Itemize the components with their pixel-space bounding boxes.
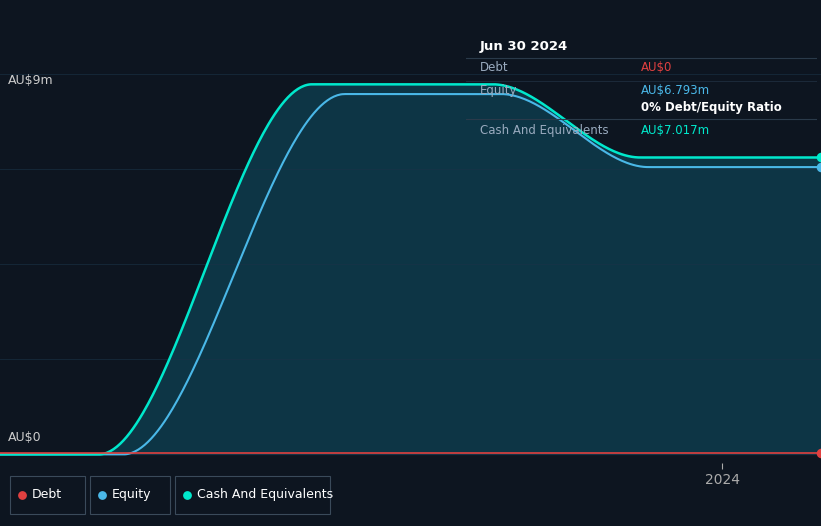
Text: AU$0: AU$0 (641, 61, 672, 74)
Text: Debt: Debt (32, 489, 62, 501)
Text: Debt: Debt (479, 61, 508, 74)
Text: 0% Debt/Equity Ratio: 0% Debt/Equity Ratio (641, 100, 782, 114)
Text: AU$7.017m: AU$7.017m (641, 124, 710, 137)
Text: Jun 30 2024: Jun 30 2024 (479, 40, 568, 53)
Text: Equity: Equity (112, 489, 152, 501)
Text: Cash And Equivalents: Cash And Equivalents (197, 489, 333, 501)
Point (16, 491, 29, 499)
Text: Equity: Equity (479, 84, 517, 97)
Text: AU$6.793m: AU$6.793m (641, 84, 710, 97)
Point (814, 153, 821, 161)
Point (814, 163, 821, 171)
Text: AU$9m: AU$9m (8, 74, 54, 87)
Point (814, 449, 821, 457)
Bar (90, 476, 170, 514)
Text: Cash And Equivalents: Cash And Equivalents (479, 124, 608, 137)
Point (181, 491, 194, 499)
Point (95, 491, 108, 499)
Bar (10, 476, 85, 514)
Bar (175, 476, 330, 514)
Text: AU$0: AU$0 (8, 431, 42, 444)
